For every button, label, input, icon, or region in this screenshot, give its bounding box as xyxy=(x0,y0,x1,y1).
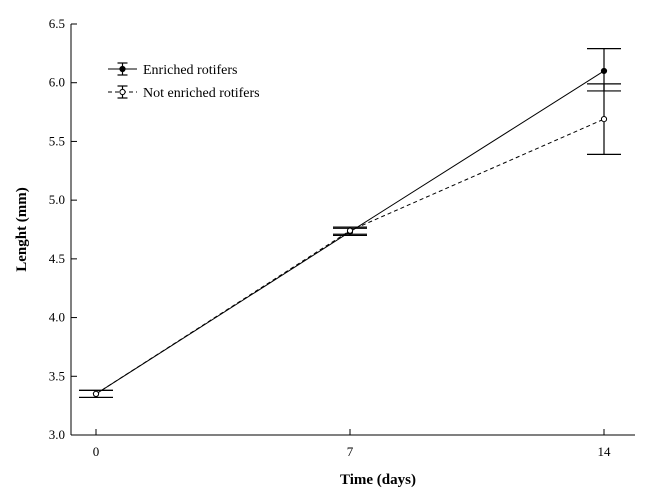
data-point-enriched xyxy=(600,67,608,75)
legend: Enriched rotifers Not enriched rotifers xyxy=(108,62,260,101)
legend-marker-enriched xyxy=(119,65,126,73)
x-ticks: 0 7 14 xyxy=(93,429,611,459)
data-point-not-enriched xyxy=(600,116,608,123)
x-axis-title: Time (days) xyxy=(340,472,416,488)
y-tick-label: 4.0 xyxy=(49,310,65,325)
y-tick-label: 6.5 xyxy=(49,16,65,31)
series-line-not-enriched xyxy=(95,118,605,395)
y-tick-label: 3.0 xyxy=(49,427,65,442)
data-point-not-enriched xyxy=(346,227,354,234)
x-tick-label: 7 xyxy=(347,444,354,459)
y-tick-label: 5.5 xyxy=(49,133,65,148)
data-point-not-enriched xyxy=(92,390,100,397)
y-tick-label: 6.0 xyxy=(49,75,65,90)
x-tick-label: 0 xyxy=(93,444,100,459)
y-ticks: 3.0 3.5 4.0 4.5 5.0 5.5 6.0 6.5 xyxy=(49,16,77,442)
legend-label-enriched: Enriched rotifers xyxy=(143,63,237,78)
y-tick-label: 3.5 xyxy=(49,368,65,383)
series-layer xyxy=(79,48,621,399)
x-tick-label: 14 xyxy=(598,444,612,459)
legend-marker-not-enriched xyxy=(119,88,126,96)
axes xyxy=(70,24,635,436)
y-tick-label: 5.0 xyxy=(49,192,65,207)
legend-label-not-enriched: Not enriched rotifers xyxy=(143,86,260,101)
y-axis-title: Lenght (mm) xyxy=(14,187,30,272)
y-tick-label: 4.5 xyxy=(49,251,65,266)
